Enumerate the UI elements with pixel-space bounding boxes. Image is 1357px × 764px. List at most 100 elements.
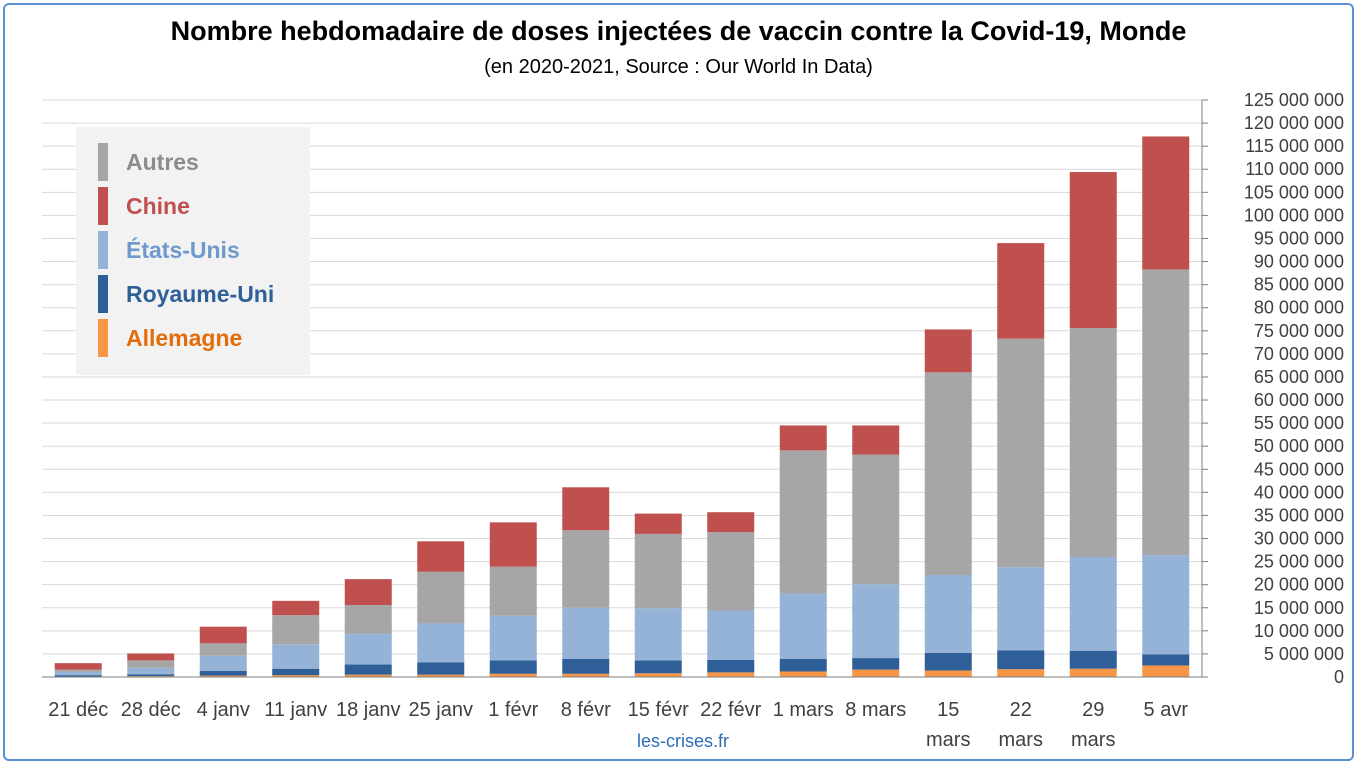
bar-segment--tats-unis [852, 584, 900, 659]
bar-segment-autres [924, 372, 972, 575]
x-tick-label: 11 janv [264, 699, 327, 721]
bar-segment-allemagne [634, 673, 682, 677]
bar-segment--tats-unis [54, 671, 102, 676]
x-tick-label: 21 déc [48, 699, 108, 721]
bar-segment--tats-unis [344, 633, 392, 665]
x-tick-label: 28 déc [121, 699, 181, 721]
bar-segment--tats-unis [127, 667, 175, 675]
bar-segment-chine [997, 243, 1045, 339]
y-tick-label: 60 000 000 [1254, 390, 1344, 410]
bar-segment-royaume-uni [1069, 650, 1117, 669]
bar-segment--tats-unis [562, 607, 610, 659]
legend-swatch-autres [98, 143, 108, 181]
bar-segment-chine [562, 487, 610, 531]
y-tick-label: 55 000 000 [1254, 413, 1344, 433]
bar-segment-royaume-uni [272, 668, 320, 676]
x-tick-label: mars [999, 729, 1043, 751]
y-tick-label: 0 [1334, 667, 1344, 687]
source-label: les-crises.fr [637, 731, 730, 751]
y-tick-label: 40 000 000 [1254, 482, 1344, 502]
y-tick-label: 125 000 000 [1244, 90, 1344, 110]
bar-segment-chine [199, 626, 247, 644]
bar-segment-allemagne [417, 674, 465, 677]
bar-segment-allemagne [344, 674, 392, 677]
legend-swatch-allemagne [98, 319, 108, 357]
bar-segment-royaume-uni [779, 658, 827, 672]
x-tick-label: 15 [937, 699, 959, 721]
legend-label-royaume-uni: Royaume-Uni [126, 281, 275, 307]
x-tick-label: 8 mars [845, 699, 906, 721]
x-tick-label: 22 févr [700, 699, 761, 721]
bar-segment-chine [54, 663, 102, 670]
chart-subtitle: (en 2020-2021, Source : Our World In Dat… [484, 56, 873, 78]
bar-segment-autres [707, 532, 755, 611]
bar-segment-allemagne [1069, 668, 1117, 677]
y-tick-label: 15 000 000 [1254, 598, 1344, 618]
bar-segment--tats-unis [1069, 556, 1117, 651]
y-tick-label: 65 000 000 [1254, 367, 1344, 387]
bar-segment--tats-unis [779, 593, 827, 659]
bar-segment-royaume-uni [1142, 654, 1190, 666]
x-tick-label: 15 févr [628, 699, 689, 721]
bar-segment-autres [779, 450, 827, 594]
bar-segment-allemagne [272, 675, 320, 677]
bar-segment-royaume-uni [997, 650, 1045, 670]
bar-segment-autres [997, 338, 1045, 568]
y-tick-label: 20 000 000 [1254, 575, 1344, 595]
y-tick-label: 10 000 000 [1254, 621, 1344, 641]
bar-segment-royaume-uni [127, 674, 175, 677]
x-tick-label: 5 avr [1144, 699, 1189, 721]
legend-swatch-chine [98, 187, 108, 225]
y-tick-label: 95 000 000 [1254, 228, 1344, 248]
bar-segment-autres [852, 454, 900, 585]
bar-segment-royaume-uni [924, 652, 972, 671]
y-tick-label: 90 000 000 [1254, 252, 1344, 272]
bar-segment-royaume-uni [707, 659, 755, 673]
x-tick-label: 18 janv [336, 699, 401, 721]
y-tick-label: 100 000 000 [1244, 205, 1344, 225]
y-tick-label: 5 000 000 [1264, 644, 1344, 664]
y-tick-label: 50 000 000 [1254, 436, 1344, 456]
bar-segment--tats-unis [199, 655, 247, 671]
bar-segment-allemagne [924, 670, 972, 677]
bar-segment-royaume-uni [417, 662, 465, 675]
bar-segment-chine [417, 541, 465, 572]
bar-segment-chine [924, 329, 972, 373]
bar-segment--tats-unis [924, 574, 972, 653]
x-tick-label: 1 févr [488, 699, 538, 721]
y-tick-label: 80 000 000 [1254, 298, 1344, 318]
legend-swatch-etats-unis [98, 231, 108, 269]
bar-segment--tats-unis [417, 623, 465, 663]
y-tick-label: 75 000 000 [1254, 321, 1344, 341]
bar-segment-allemagne [707, 672, 755, 677]
bar-segment-allemagne [852, 669, 900, 677]
bar-segment--tats-unis [272, 644, 320, 669]
x-tick-label: mars [926, 729, 970, 751]
bar-segment-allemagne [997, 669, 1045, 677]
bar-segment-autres [1069, 328, 1117, 557]
y-tick-label: 35 000 000 [1254, 505, 1344, 525]
legend-swatch-royaume-uni [98, 275, 108, 313]
bar-segment-royaume-uni [344, 664, 392, 675]
bar-segment-royaume-uni [562, 658, 610, 674]
bar-segment-chine [707, 512, 755, 533]
bar-segment-chine [779, 425, 827, 451]
bar-segment-royaume-uni [199, 670, 247, 676]
bar-segment-allemagne [489, 673, 537, 677]
bar-segment-royaume-uni [852, 658, 900, 670]
bar-segment-chine [852, 425, 900, 455]
y-tick-label: 105 000 000 [1244, 182, 1344, 202]
bar-segment-autres [417, 571, 465, 624]
bar-segment-autres [634, 533, 682, 609]
legend: Autres Chine États-Unis Royaume-Uni Alle… [76, 127, 310, 375]
bar-segment-chine [1142, 136, 1190, 270]
y-tick-label: 115 000 000 [1245, 136, 1344, 156]
bar-segment-autres [54, 669, 102, 672]
legend-label-allemagne: Allemagne [126, 325, 243, 351]
x-tick-label: 8 févr [561, 699, 611, 721]
y-tick-label: 110 000 000 [1245, 159, 1344, 179]
y-tick-label: 25 000 000 [1254, 552, 1344, 572]
bar-segment-autres [199, 643, 247, 656]
bar-segment-royaume-uni [54, 675, 102, 677]
bar-segment--tats-unis [707, 610, 755, 660]
